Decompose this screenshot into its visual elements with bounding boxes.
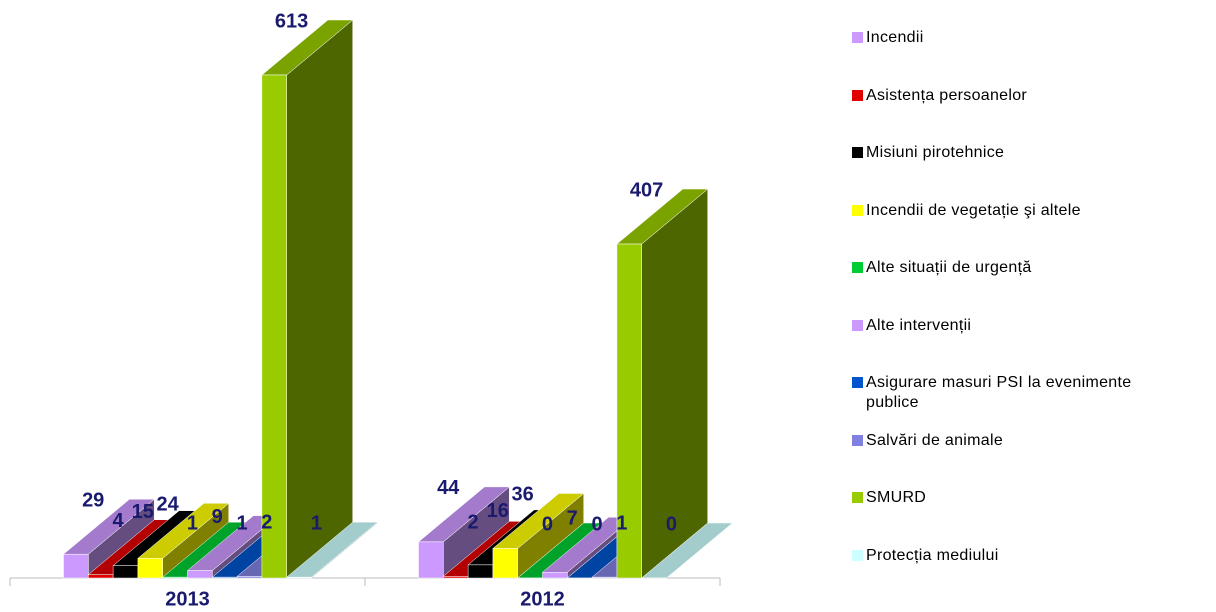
legend-item: Incendii xyxy=(852,28,1186,48)
data-label: 44 xyxy=(437,477,460,499)
data-label: 0 xyxy=(542,513,553,535)
legend-label: Protecția mediului xyxy=(866,546,999,564)
data-label: 407 xyxy=(630,179,663,201)
legend-swatch xyxy=(852,204,863,216)
data-label: 1 xyxy=(616,512,627,534)
data-label: 24 xyxy=(156,494,179,516)
bar-front xyxy=(467,564,494,579)
bar-front xyxy=(187,570,213,579)
data-label: 2 xyxy=(467,512,478,534)
bar xyxy=(616,188,709,579)
bar-front xyxy=(212,576,238,579)
data-label: 4 xyxy=(112,510,124,532)
legend-label: Salvări de animale xyxy=(866,431,1004,449)
legend-label: Misiuni pirotehnice xyxy=(866,144,1005,161)
legend-label: Alte intervenții xyxy=(866,316,972,334)
data-label: 0 xyxy=(591,513,602,535)
legend-item: Asistența persoanelor xyxy=(852,86,1186,106)
x-tick-label: 2013 xyxy=(165,588,210,610)
data-label: 29 xyxy=(82,489,104,511)
bar-front xyxy=(236,576,263,579)
legend-label: Asistența persoanelor xyxy=(866,86,1028,104)
data-label: 1 xyxy=(236,512,247,534)
bar-front xyxy=(418,541,444,579)
legend-item: Alte intervenții xyxy=(852,316,1186,336)
legend-item: Asigurare masuri PSI la evenimente publi… xyxy=(852,373,1186,413)
data-label: 0 xyxy=(666,513,677,535)
legend-swatch xyxy=(852,147,863,158)
x-tick-label: 2012 xyxy=(520,588,565,610)
legend-swatch xyxy=(852,549,863,561)
bar-front xyxy=(261,74,287,579)
bar-front xyxy=(88,574,114,579)
legend-swatch xyxy=(852,319,863,331)
legend-label: Asigurare masuri PSI la evenimente publi… xyxy=(866,374,1132,411)
data-label: 36 xyxy=(511,484,533,506)
legend-swatch xyxy=(852,377,863,388)
bar xyxy=(641,522,734,579)
bar xyxy=(261,19,354,579)
bar xyxy=(137,502,230,579)
bar-front xyxy=(616,243,642,579)
legend-swatch xyxy=(852,32,863,43)
legend-item: Misiuni pirotehnice xyxy=(852,143,1186,163)
bar-front xyxy=(112,565,139,579)
bar-side xyxy=(286,19,353,579)
data-label: 9 xyxy=(212,506,223,528)
bar-front xyxy=(286,576,312,579)
legend-label: SMURD xyxy=(866,489,927,506)
data-label: 16 xyxy=(487,500,509,522)
legend-swatch xyxy=(852,89,863,101)
bar-front xyxy=(443,576,469,579)
legend-item: Incendii de vegetație şi altele xyxy=(852,201,1186,221)
bar xyxy=(286,521,379,579)
bar-front xyxy=(591,576,618,579)
bar-front xyxy=(162,576,188,579)
data-label: 15 xyxy=(132,501,154,523)
legend-label: Incendii de vegetație şi altele xyxy=(866,201,1081,219)
data-label: 1 xyxy=(311,512,322,534)
legend-item: Protecția mediului xyxy=(852,546,1186,566)
legend-swatch xyxy=(852,492,863,503)
bar xyxy=(492,492,585,579)
bar-front xyxy=(137,558,163,579)
bar-front xyxy=(542,572,568,579)
bar xyxy=(417,486,510,579)
data-label: 1 xyxy=(187,512,198,534)
legend-label: Alte situații de urgență xyxy=(866,259,1032,276)
legend-swatch xyxy=(852,434,863,446)
bar xyxy=(62,498,155,579)
data-label: 613 xyxy=(275,10,308,32)
data-label: 2 xyxy=(261,512,272,534)
legend-label: Incendii xyxy=(866,29,924,46)
bar-front xyxy=(492,548,518,579)
legend-item: Salvări de animale xyxy=(852,431,1186,451)
legend-swatch xyxy=(852,262,863,273)
bar-front xyxy=(63,553,89,579)
legend-item: Alte situații de urgență xyxy=(852,258,1186,278)
legend-item: SMURD xyxy=(852,488,1186,508)
data-label: 7 xyxy=(567,508,578,530)
